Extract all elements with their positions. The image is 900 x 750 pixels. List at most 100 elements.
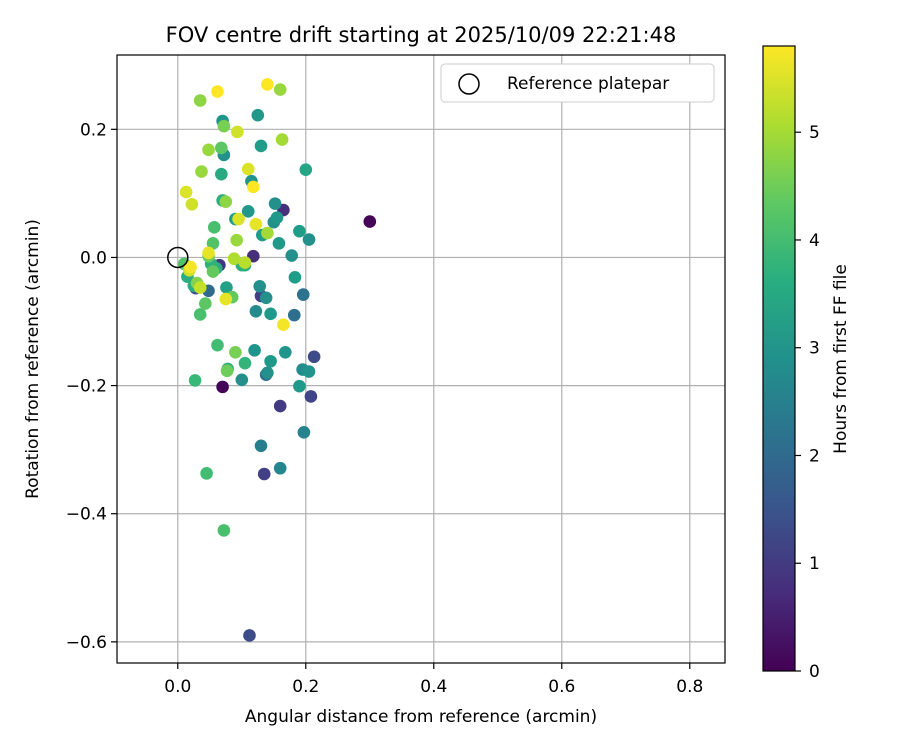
data-point [202,246,215,260]
x-axis: 0.0 0.2 0.4 0.6 0.8 [164,663,703,697]
data-point [261,226,274,240]
legend-box [440,63,715,103]
data-point [268,197,282,210]
data-point [296,288,310,301]
data-point [220,281,233,294]
colorbar-tick-label: 0 [809,662,820,682]
data-point [238,256,252,269]
data-point [273,399,287,413]
data-point [227,252,241,266]
data-point [202,143,215,157]
data-point [248,344,261,357]
data-point [253,279,267,293]
data-point [230,233,243,247]
data-point [264,354,277,368]
data-point [254,139,268,153]
data-point [363,215,377,228]
data-point [251,108,265,122]
data-point [219,292,233,306]
reference-platepar-marker [167,246,189,269]
colorbar-ticks: 0 1 2 3 4 5 [795,123,820,682]
data-point [288,271,302,284]
colorbar-label: Hours from first FF file [831,264,851,454]
data-point [184,260,197,274]
y-axis-label: Rotation from reference (arcmin) [23,219,43,499]
data-point [254,439,268,453]
x-tick-label: 0.8 [676,677,703,697]
data-point [232,212,245,226]
data-point [275,133,289,146]
colorbar-tick-label: 2 [809,446,820,466]
legend-label: Reference platepar [507,74,669,94]
data-point [273,461,287,475]
data-point [261,78,274,91]
data-point [217,119,231,133]
data-point [238,356,252,370]
data-point [304,390,318,403]
data-point [206,265,220,278]
data-point [297,426,311,439]
data-point [264,307,277,321]
data-point [279,345,292,359]
data-point [229,345,242,359]
data-point [287,308,301,322]
x-axis-label: Angular distance from reference (arcmin) [245,707,597,727]
legend: Reference platepar [440,63,715,103]
data-point [215,167,228,181]
data-point [219,195,233,209]
y-tick-label: −0.4 [66,505,107,525]
colorbar-tick-label: 3 [809,339,820,359]
legend-marker [458,73,480,95]
data-point [270,211,284,225]
data-point [261,366,274,380]
data-point [273,83,287,96]
colorbar-tick-label: 5 [809,123,820,143]
y-tick-label: −0.6 [66,633,107,653]
colorbar-gradient [762,45,796,672]
data-point [249,304,263,318]
data-point [272,237,286,250]
data-point [241,205,255,218]
data-point [211,85,224,98]
data-point [200,467,213,480]
colorbar: 0 1 2 3 4 5 Hours from first FF file [762,45,851,682]
x-tick-label: 0.2 [292,677,319,697]
data-point [193,94,207,107]
y-axis: −0.6 −0.4 −0.2 0.0 0.2 [66,120,117,653]
data-point [220,364,234,378]
data-point [193,281,207,294]
x-tick-label: 0.0 [164,677,191,697]
data-point [293,379,306,393]
data-point [217,524,231,537]
y-tick-label: 0.0 [80,248,107,268]
data-point [259,291,273,305]
data-point [188,374,202,387]
data-point [277,318,290,332]
data-point [215,141,228,155]
data-point [285,249,299,262]
data-point [211,338,224,352]
data-point [231,125,244,139]
data-point [195,165,208,178]
data-point [193,308,207,321]
data-point [243,629,256,642]
data-point [235,373,249,387]
chart-title: FOV centre drift starting at 2025/10/09 … [166,23,677,47]
x-tick-label: 0.6 [548,677,575,697]
y-tick-label: 0.2 [80,120,107,140]
data-point [299,163,313,176]
data-point [293,224,306,238]
data-point [179,185,193,199]
data-point [302,233,316,246]
data-point [185,197,199,211]
colorbar-tick-label: 1 [809,554,820,574]
data-point [216,380,229,394]
data-point [302,365,316,378]
data-point [257,467,271,481]
x-tick-label: 0.4 [420,677,447,697]
data-point [241,162,255,176]
data-points [177,78,377,642]
data-point [307,350,321,364]
data-point [206,237,220,250]
